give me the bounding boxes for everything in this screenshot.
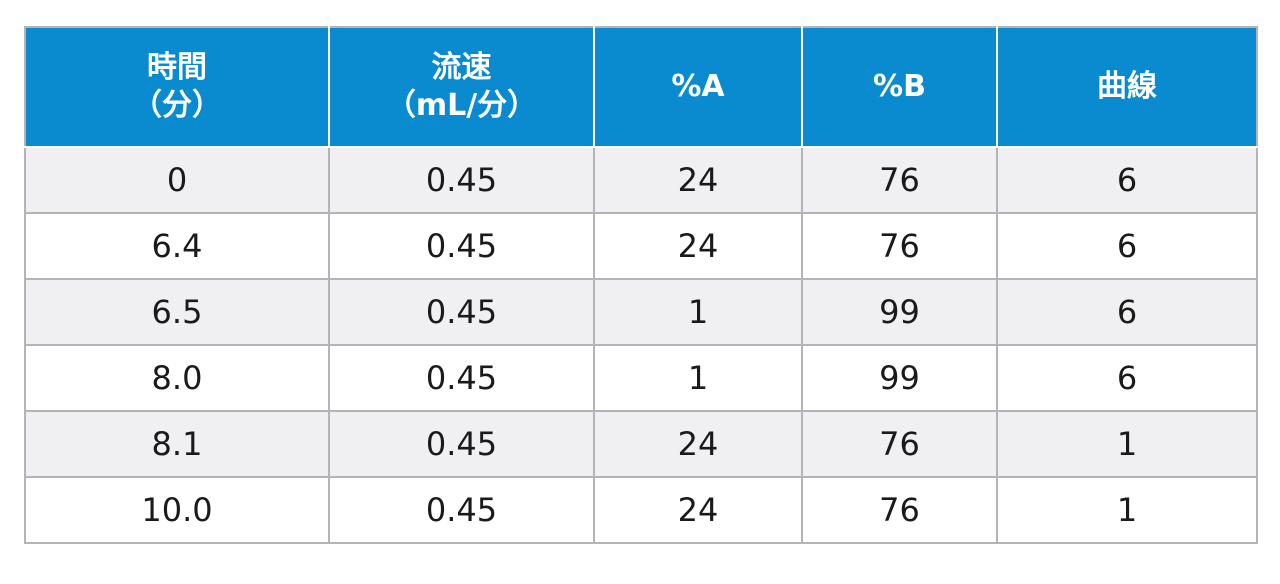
header-percent-b: %B (801, 27, 998, 148)
cell-time: 8.1 (24, 410, 330, 478)
cell-curve: 6 (996, 278, 1258, 346)
cell-percent-a: 24 (593, 212, 803, 280)
header-curve: 曲線 (996, 27, 1257, 148)
cell-percent-b: 76 (801, 212, 998, 280)
cell-flow: 0.45 (328, 476, 595, 544)
header-time-line2: （分） (132, 88, 222, 123)
cell-time: 0 (24, 146, 330, 214)
cell-percent-b: 76 (801, 476, 998, 544)
table-row: 8.1 0.45 24 76 1 (24, 410, 1258, 478)
cell-time: 8.0 (24, 344, 330, 412)
header-percent-a: %A (593, 27, 803, 148)
cell-time: 6.5 (24, 278, 330, 346)
header-flow-line2: （mL/分） (385, 88, 538, 123)
cell-percent-a: 24 (593, 476, 803, 544)
cell-percent-a: 24 (593, 146, 803, 214)
header-percent-b-label: %B (873, 69, 926, 104)
table-row: 10.0 0.45 24 76 1 (24, 476, 1258, 544)
cell-percent-a: 1 (593, 278, 803, 346)
header-time: 時間 （分） (25, 27, 330, 148)
cell-curve: 6 (996, 344, 1258, 412)
cell-percent-a: 24 (593, 410, 803, 478)
header-flow-line1: 流速 (431, 50, 492, 85)
cell-flow: 0.45 (328, 146, 595, 214)
header-time-line1: 時間 (147, 50, 207, 85)
header-flow-rate: 流速 （mL/分） (328, 27, 595, 148)
table-row: 8.0 0.45 1 99 6 (24, 344, 1258, 412)
cell-time: 6.4 (24, 212, 330, 280)
cell-flow: 0.45 (328, 278, 595, 346)
cell-percent-b: 76 (801, 146, 998, 214)
table-header: 時間 （分） 流速 （mL/分） %A %B 曲線 (25, 27, 1257, 148)
gradient-table: 時間 （分） 流速 （mL/分） %A %B 曲線 0 (24, 26, 1258, 544)
cell-curve: 6 (996, 146, 1258, 214)
cell-percent-b: 99 (801, 344, 998, 412)
header-percent-a-label: %A (671, 69, 725, 104)
cell-flow: 0.45 (328, 410, 595, 478)
gradient-table-container: 時間 （分） 流速 （mL/分） %A %B 曲線 0 (24, 26, 1258, 544)
cell-curve: 1 (996, 476, 1258, 544)
cell-percent-b: 99 (801, 278, 998, 346)
cell-percent-a: 1 (593, 344, 803, 412)
table-row: 6.5 0.45 1 99 6 (24, 278, 1258, 346)
cell-curve: 6 (996, 212, 1258, 280)
header-row: 時間 （分） 流速 （mL/分） %A %B 曲線 (25, 27, 1257, 148)
table-row: 0 0.45 24 76 6 (24, 146, 1258, 214)
cell-percent-b: 76 (801, 410, 998, 478)
header-curve-label: 曲線 (1097, 69, 1157, 104)
cell-flow: 0.45 (328, 344, 595, 412)
table-body: 0 0.45 24 76 6 6.4 0.45 24 76 6 6.5 0.45… (24, 146, 1258, 544)
table-row: 6.4 0.45 24 76 6 (24, 212, 1258, 280)
cell-time: 10.0 (24, 476, 330, 544)
cell-curve: 1 (996, 410, 1258, 478)
cell-flow: 0.45 (328, 212, 595, 280)
